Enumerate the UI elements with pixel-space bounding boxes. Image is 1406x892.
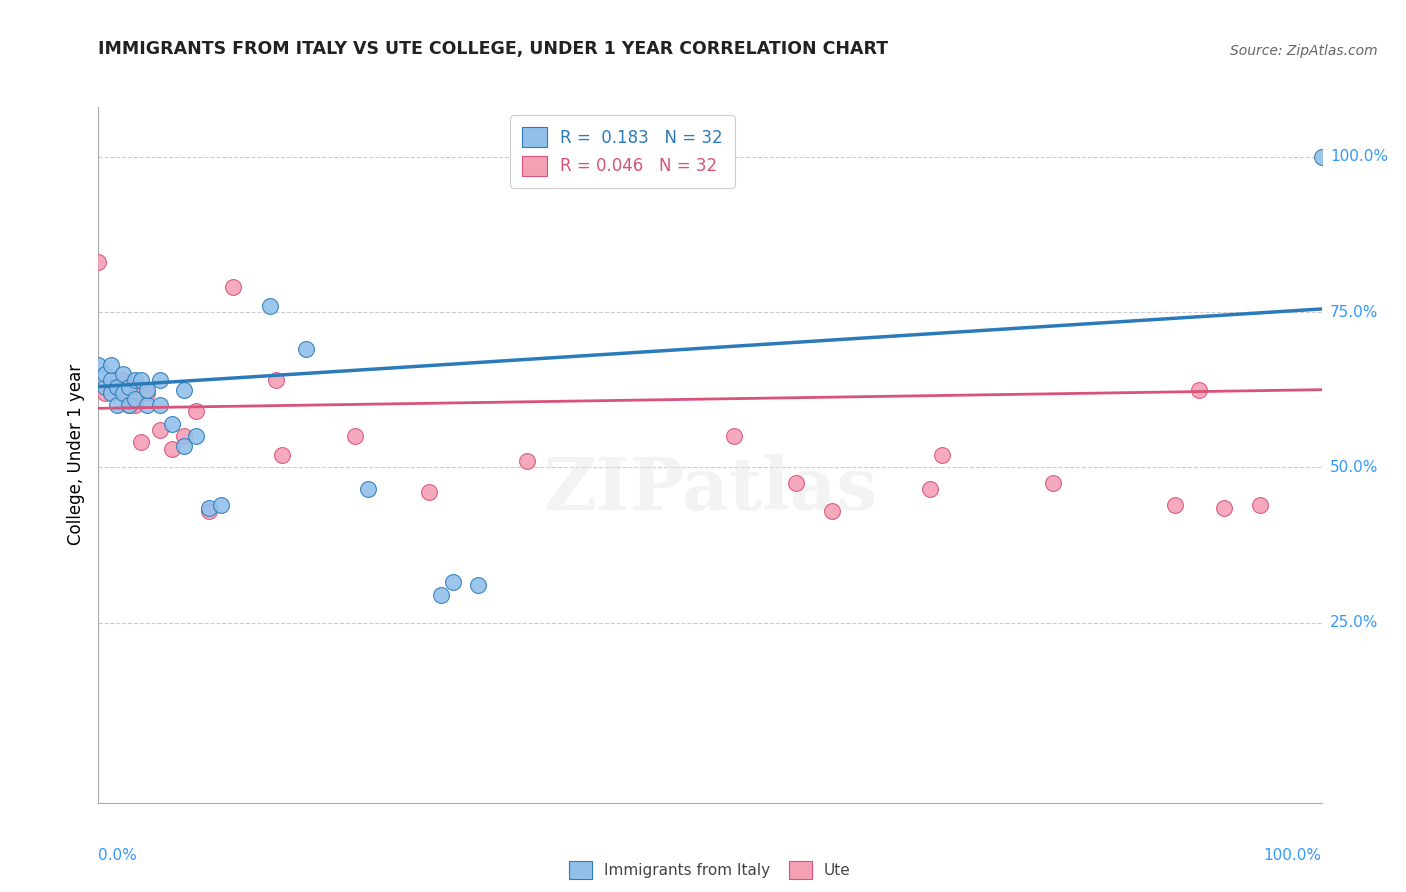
Point [100,385,122,400]
Point [118,379,141,393]
Y-axis label: College, Under 1 year: College, Under 1 year [67,364,86,546]
Point [173,429,195,443]
Text: 75.0%: 75.0% [1330,304,1378,319]
Point [118,398,141,412]
Point [111,367,134,381]
Point [149,373,172,387]
Point [344,429,367,443]
Point [100,379,122,393]
Point [149,423,172,437]
Point [467,578,489,592]
Point [124,398,146,412]
Text: 50.0%: 50.0% [1330,460,1378,475]
Point [124,379,146,393]
Point [270,448,294,462]
Point [129,435,152,450]
Text: 100.0%: 100.0% [1264,848,1322,863]
Point [93,367,115,381]
Point [160,417,183,431]
Point [111,373,134,387]
Point [105,379,128,393]
Point [136,383,159,397]
Text: 0.0%: 0.0% [98,848,138,863]
Point [515,454,537,468]
Point [1212,500,1234,515]
Point [295,343,318,357]
Point [920,482,942,496]
Point [111,385,134,400]
Point [441,575,464,590]
Point [222,280,245,294]
Point [1188,383,1211,397]
Point [723,429,745,443]
Point [259,299,281,313]
Point [173,439,195,453]
Point [197,504,219,518]
Legend: Immigrants from Italy, Ute: Immigrants from Italy, Ute [564,855,856,886]
Point [418,485,440,500]
Point [124,392,146,406]
Point [149,398,172,412]
Text: 25.0%: 25.0% [1330,615,1378,630]
Point [1164,498,1187,512]
Point [111,385,134,400]
Point [186,404,208,418]
Text: ZIPatlas: ZIPatlas [543,454,877,525]
Point [87,255,110,269]
Point [785,475,807,490]
Point [93,379,115,393]
Point [1042,475,1064,490]
Point [173,383,195,397]
Point [100,358,122,372]
Point [931,448,953,462]
Point [821,504,844,518]
Point [160,442,183,456]
Point [93,385,115,400]
Point [264,373,287,387]
Point [105,398,128,412]
Text: IMMIGRANTS FROM ITALY VS UTE COLLEGE, UNDER 1 YEAR CORRELATION CHART: IMMIGRANTS FROM ITALY VS UTE COLLEGE, UN… [98,40,889,58]
Point [197,500,219,515]
Point [356,482,378,496]
Point [1310,150,1333,164]
Point [124,373,146,387]
Point [136,398,159,412]
Point [100,373,122,387]
Point [209,498,232,512]
Point [1249,498,1271,512]
Point [430,588,453,602]
Point [105,379,128,393]
Point [186,429,208,443]
Text: Source: ZipAtlas.com: Source: ZipAtlas.com [1230,44,1378,58]
Point [118,398,141,412]
Point [87,358,110,372]
Text: 100.0%: 100.0% [1330,149,1388,164]
Point [129,373,152,387]
Point [136,385,159,400]
